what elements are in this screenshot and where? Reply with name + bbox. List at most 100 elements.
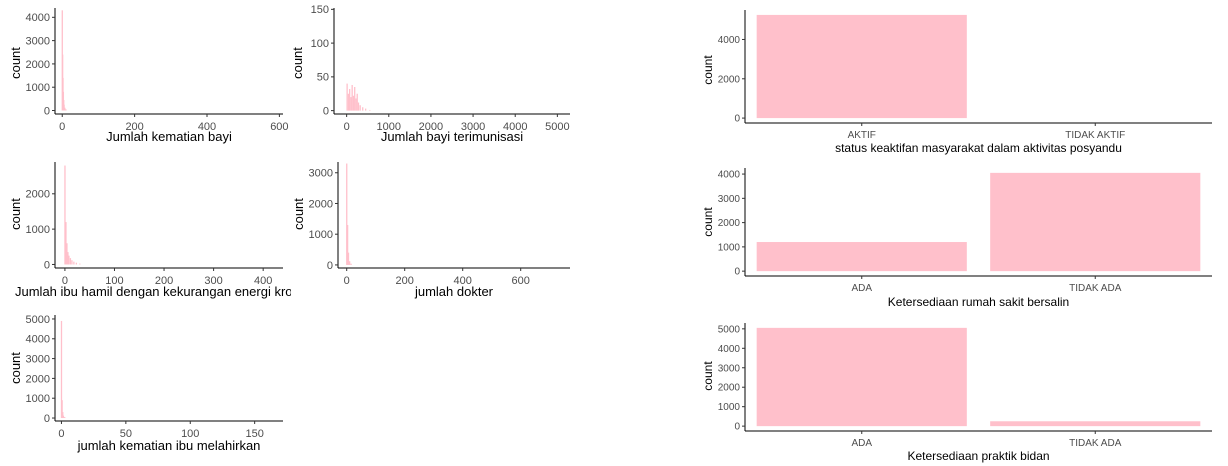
y-axis-title: count (291, 198, 306, 230)
x-tick-label: 0 (344, 121, 350, 133)
histogram-bar (65, 222, 67, 265)
x-tick-label: TIDAK ADA (1069, 438, 1122, 449)
y-tick-label: 1000 (26, 82, 50, 94)
histogram-bar (357, 102, 360, 111)
x-tick-label: 200 (125, 121, 143, 133)
y-tick-label: 3000 (26, 353, 50, 365)
histogram-bar (69, 258, 72, 265)
histogram-bar (64, 165, 66, 265)
x-axis-title: Jumlah ibu hamil dengan kekurangan energ… (15, 284, 293, 299)
x-tick-label: 0 (62, 275, 68, 287)
y-tick-label: 0 (734, 114, 740, 125)
x-axis-title: Ketersediaan praktik bidan (907, 449, 1049, 463)
y-tick-label: 4000 (26, 334, 50, 346)
y-tick-label: 3000 (309, 168, 333, 180)
y-tick-label: 1000 (309, 229, 333, 241)
histogram-bar (346, 163, 348, 265)
y-tick-label: 5000 (26, 314, 50, 326)
histogram-bar (64, 417, 66, 419)
histogram-bar (369, 109, 371, 111)
histogram-bar (359, 105, 361, 111)
y-tick-label: 3000 (718, 363, 741, 374)
y-tick-label: 0 (44, 105, 50, 117)
x-tick-label: 3000 (461, 121, 485, 133)
x-tick-label: 400 (198, 121, 216, 133)
bar-tidak-ada (990, 172, 1201, 272)
histogram-bar (73, 261, 75, 265)
y-tick-label: 4000 (26, 12, 50, 24)
x-axis-title: Ketersediaan rumah sakit bersalin (888, 295, 1069, 309)
y-tick-label: 2000 (718, 383, 741, 394)
histogram-bar (349, 261, 351, 265)
y-tick-label: 1000 (26, 393, 50, 405)
y-tick-label: 2000 (26, 189, 50, 201)
x-tick-label: 400 (254, 275, 272, 287)
histogram-bar (65, 109, 67, 111)
histogram-bar (362, 107, 364, 111)
chart-panel-7: 0 1000 2000 3000 4000 ADA TIDAK ADAKetersediaa… (701, 168, 1212, 309)
y-tick-label: 4000 (718, 344, 741, 355)
histogram-bar (355, 98, 357, 111)
x-tick-label: TIDAK ADA (1069, 283, 1122, 294)
x-axis-title: jumlah dokter (414, 284, 494, 299)
histogram-bar (66, 243, 68, 265)
x-tick-label: 2000 (419, 121, 443, 133)
y-tick-label: 0 (734, 267, 740, 278)
x-tick-label: 4000 (503, 121, 527, 133)
histogram-bar (71, 260, 73, 265)
x-tick-label: 0 (58, 428, 64, 440)
y-axis-title: count (701, 207, 715, 237)
chart-panel-8: 0 1000 2000 3000 4000 5000 ADA TIDAK ADA Keterse… (701, 323, 1212, 463)
y-tick-label: 100 (311, 38, 329, 50)
y-tick-label: 0 (734, 422, 740, 433)
histogram-bar (352, 95, 355, 111)
x-tick-label: ADA (851, 438, 872, 449)
y-tick-label: 150 (311, 4, 329, 16)
histogram-bar (62, 415, 65, 419)
x-tick-label: 200 (155, 275, 173, 287)
x-tick-label: 600 (270, 121, 288, 133)
chart-panel-4: 0 1000 2000 3000 0 200 400 600 jumlah dokter coun… (291, 162, 570, 299)
x-tick-label: 300 (204, 275, 222, 287)
histogram-bar (346, 83, 348, 111)
x-tick-label: 200 (396, 275, 414, 287)
y-tick-label: 4000 (718, 170, 741, 181)
y-axis-title: count (290, 47, 305, 79)
y-tick-label: 0 (44, 413, 50, 425)
histogram-bar (63, 104, 65, 111)
histogram-bar (75, 262, 78, 265)
histogram-bar (347, 252, 350, 265)
y-axis-title: count (8, 352, 23, 384)
x-tick-label: ADA (851, 283, 872, 294)
x-axis-title: Jumlah kematian bayi (106, 129, 232, 144)
x-tick-label: TIDAK AKTIF (1065, 130, 1125, 141)
y-tick-label: 0 (323, 105, 329, 117)
y-tick-label: 1000 (718, 242, 741, 253)
y-tick-label: 1000 (718, 402, 741, 413)
x-tick-label: 100 (181, 428, 199, 440)
y-tick-label: 2000 (718, 218, 741, 229)
y-axis-title: count (701, 55, 715, 85)
bar-tidak-ada (990, 421, 1201, 427)
y-tick-label: 50 (317, 72, 329, 84)
y-tick-label: 0 (327, 260, 333, 272)
histogram-bar (67, 252, 69, 265)
y-axis-title: count (8, 47, 23, 79)
histogram-bar (62, 412, 64, 419)
x-tick-label: AKTIF (848, 130, 876, 141)
histogram-bar (79, 263, 81, 265)
histogram-bar (356, 93, 358, 111)
x-tick-label: 50 (120, 428, 132, 440)
histogram-bar (350, 263, 352, 265)
histogram-bar (346, 224, 349, 265)
histogram-bar (60, 320, 63, 419)
histogram-bar (61, 400, 63, 419)
x-tick-label: 150 (245, 428, 263, 440)
histogram-bar (347, 93, 350, 111)
y-tick-label: 2000 (309, 198, 333, 210)
bar-ada (756, 327, 967, 427)
y-tick-label: 2000 (718, 74, 741, 85)
